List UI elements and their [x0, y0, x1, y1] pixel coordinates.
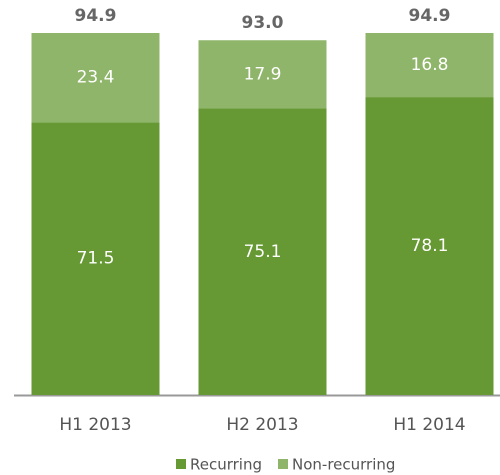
total-label: 94.9 — [75, 6, 117, 26]
bar-segment — [31, 122, 160, 395]
bar-segment — [31, 33, 160, 123]
total-label: 94.9 — [409, 6, 451, 26]
legend-swatch — [176, 459, 186, 469]
x-tick-label: H2 2013 — [226, 415, 298, 435]
legend-label: Recurring — [190, 456, 262, 474]
segment-label: 78.1 — [411, 236, 449, 256]
bar-segment — [198, 108, 327, 395]
bar-segment — [198, 40, 327, 109]
total-label: 93.0 — [242, 13, 284, 33]
legend-label: Non-recurring — [292, 456, 395, 474]
segment-label: 71.5 — [77, 249, 115, 269]
bar-segment — [365, 97, 494, 396]
x-tick-label: H1 2013 — [59, 415, 131, 435]
bar-segment — [365, 33, 494, 98]
segment-label: 16.8 — [411, 55, 449, 75]
legend-swatch — [278, 459, 288, 469]
segment-label: 75.1 — [244, 242, 282, 262]
x-tick-label: H1 2014 — [393, 415, 465, 435]
segment-label: 17.9 — [244, 64, 282, 84]
segment-label: 23.4 — [77, 68, 115, 88]
